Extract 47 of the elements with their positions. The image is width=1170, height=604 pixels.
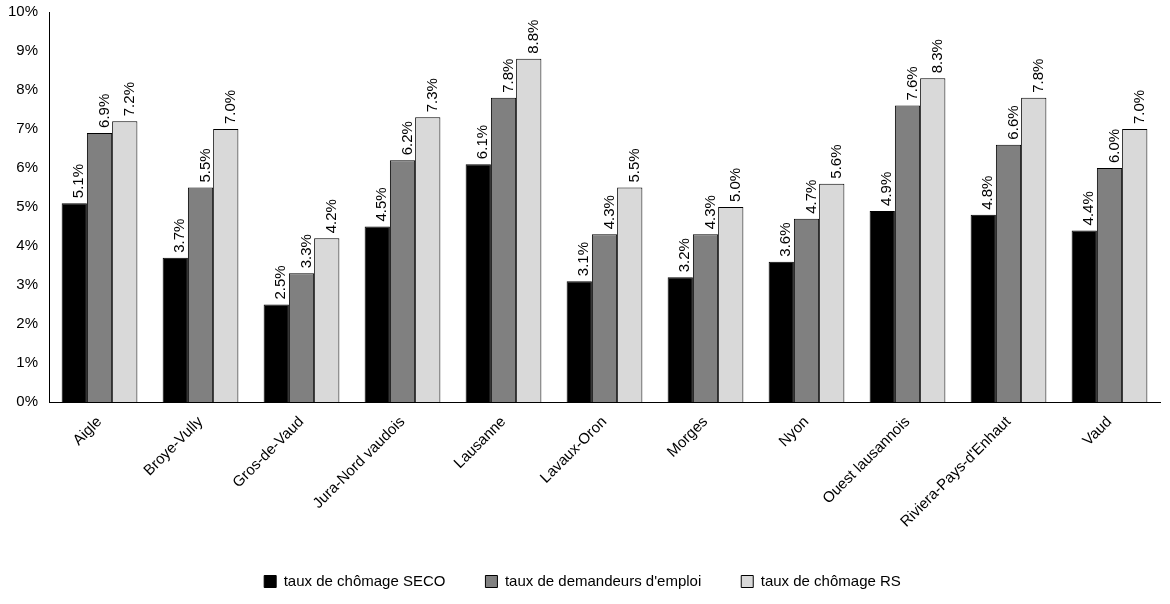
data-label: 2.5% xyxy=(271,265,289,300)
data-label: 3.6% xyxy=(776,222,794,257)
data-label: 6.2% xyxy=(397,121,415,156)
data-label: 6.6% xyxy=(1003,105,1021,140)
data-label: 8.8% xyxy=(523,19,541,54)
data-label: 3.3% xyxy=(296,234,314,269)
data-label: 4.3% xyxy=(700,195,718,230)
data-label: 4.2% xyxy=(321,199,339,234)
y-tick-label: 5% xyxy=(16,197,39,215)
y-tick-label: 6% xyxy=(16,158,39,176)
data-label: 7.8% xyxy=(1028,58,1046,93)
data-label: 4.5% xyxy=(372,187,390,222)
data-label: 6.0% xyxy=(1104,128,1122,164)
data-label: 5.6% xyxy=(826,144,844,179)
data-label: 7.2% xyxy=(119,82,137,117)
data-label: 6.1% xyxy=(473,124,491,160)
data-label: 7.3% xyxy=(422,78,440,113)
data-label: 7.6% xyxy=(902,66,920,101)
data-label: 3.7% xyxy=(170,218,188,253)
data-label: 4.8% xyxy=(978,175,996,210)
y-tick-label: 2% xyxy=(16,314,39,332)
data-label: 5.5% xyxy=(195,148,213,183)
legend-label: taux de demandeurs d'emploi xyxy=(504,571,702,589)
data-label: 4.9% xyxy=(877,171,895,206)
y-tick-label: 0% xyxy=(16,392,39,410)
data-label: 5.0% xyxy=(725,167,743,203)
legend-label: taux de chômage SECO xyxy=(283,571,446,589)
y-tick-label: 8% xyxy=(16,80,39,98)
data-label: 4.3% xyxy=(599,195,617,230)
data-label: 7.8% xyxy=(498,58,516,93)
y-tick-label: 9% xyxy=(16,41,39,59)
legend-label: taux de chômage RS xyxy=(760,571,901,589)
y-tick-label: 1% xyxy=(16,353,39,371)
data-label: 7.0% xyxy=(220,89,238,125)
y-tick-label: 7% xyxy=(16,119,39,137)
data-label: 5.5% xyxy=(624,148,642,183)
y-tick-label: 4% xyxy=(16,236,39,254)
data-label: 4.4% xyxy=(1079,191,1097,226)
data-label: 7.0% xyxy=(1129,89,1147,125)
data-label: 3.2% xyxy=(675,238,693,273)
data-label: 8.3% xyxy=(927,39,945,74)
data-label: 5.1% xyxy=(69,163,87,199)
data-label: 4.7% xyxy=(801,179,819,214)
data-label: 3.1% xyxy=(574,241,592,277)
y-tick-label: 10% xyxy=(7,2,39,20)
y-tick-label: 3% xyxy=(16,275,39,293)
data-label: 6.9% xyxy=(94,93,112,128)
